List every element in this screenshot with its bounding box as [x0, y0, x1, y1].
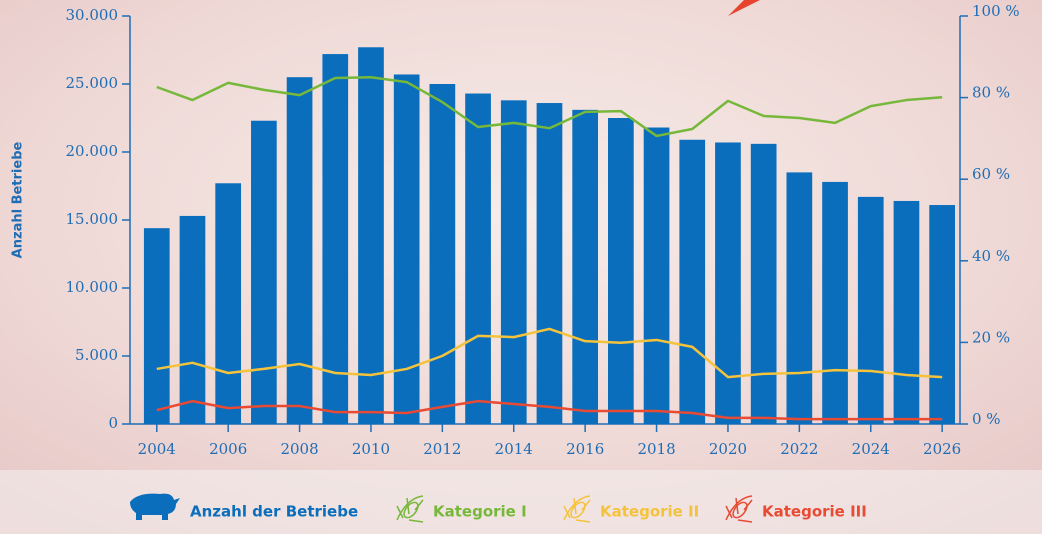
bar	[465, 93, 491, 425]
bar	[715, 142, 741, 425]
bar	[929, 205, 956, 424]
y2-tick-label: 0 %	[972, 410, 1001, 428]
y2-tick-label: 20 %	[972, 328, 1010, 346]
y2-tick-label: 80 %	[972, 84, 1010, 102]
x-tick-label: 2010	[352, 440, 390, 458]
bar	[679, 139, 706, 424]
y-tick-label: 30.000	[66, 6, 119, 24]
y-tick-label: 0	[108, 414, 118, 432]
x-tick-label: 2014	[495, 440, 533, 458]
legend-icon-body	[570, 501, 586, 519]
legend-label: Kategorie III	[762, 503, 867, 521]
y-tick-label: 5.000	[75, 346, 118, 364]
decoration-arrow	[728, 0, 760, 16]
x-tick-label: 2004	[138, 440, 176, 458]
bar	[251, 120, 277, 424]
line	[156, 327, 943, 379]
y2-tick-label: 40 %	[972, 247, 1010, 265]
line	[156, 399, 943, 421]
y-axis-label: Anzahl Betriebe	[11, 141, 26, 258]
legend-item: Kategorie III	[725, 495, 867, 523]
bar	[643, 127, 670, 425]
bar	[358, 47, 384, 424]
legend-item: Anzahl der Betriebe	[130, 493, 358, 521]
x-tick-label: 2006	[209, 440, 247, 458]
x-tick-label: 2012	[423, 440, 461, 458]
y2-tick-label: 60 %	[972, 165, 1010, 183]
bar	[536, 103, 563, 424]
x-tick-label: 2024	[852, 440, 890, 458]
bar	[215, 183, 242, 424]
bar	[857, 196, 884, 424]
x-tick-label: 2020	[709, 440, 747, 458]
bar	[322, 54, 349, 424]
bar	[572, 109, 599, 424]
x-tick-label: 2008	[280, 440, 318, 458]
y-tick-label: 20.000	[66, 142, 119, 160]
bar	[286, 77, 313, 424]
legend-label: Anzahl der Betriebe	[190, 503, 358, 521]
x-tick-label: 2016	[566, 440, 604, 458]
legend-icon-body	[403, 501, 419, 519]
bar	[893, 200, 920, 424]
legend-item: Kategorie II	[563, 495, 699, 523]
bar	[750, 143, 777, 424]
legend-item: Kategorie I	[396, 495, 527, 523]
bar	[500, 100, 527, 424]
legend-label: Kategorie I	[433, 503, 527, 521]
legend-icon-body	[732, 501, 748, 519]
bar	[429, 84, 456, 424]
legend-icon	[130, 493, 180, 520]
y-tick-label: 25.000	[66, 74, 119, 92]
y2-tick-label: 100 %	[972, 2, 1020, 20]
bar	[179, 215, 206, 424]
bar	[822, 181, 848, 424]
x-tick-label: 2022	[780, 440, 818, 458]
legend-label: Kategorie II	[600, 503, 699, 521]
x-tick-label: 2026	[923, 440, 961, 458]
x-tick-label: 2018	[637, 440, 675, 458]
y-tick-label: 10.000	[66, 278, 119, 296]
bar	[608, 118, 634, 424]
bar	[143, 228, 170, 424]
bar	[786, 172, 813, 424]
y-tick-label: 15.000	[66, 210, 119, 228]
line	[156, 75, 943, 138]
